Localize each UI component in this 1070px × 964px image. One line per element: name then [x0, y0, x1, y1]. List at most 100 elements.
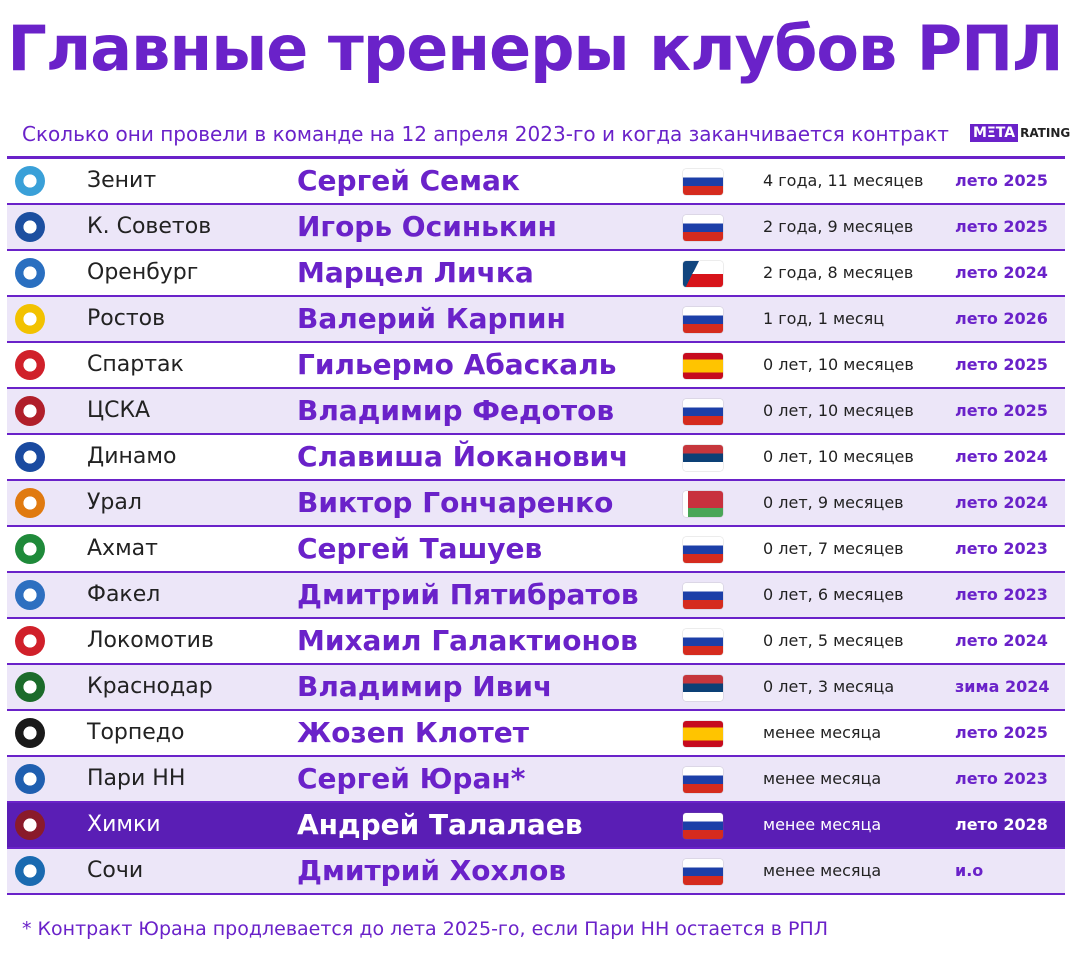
coach-name: Дмитрий Пятибратов [297, 578, 639, 611]
table-row: Ростов Валерий Карпин 1 год, 1 месяц лето 2… [7, 297, 1065, 343]
contract-end: лето 2023 [955, 769, 1048, 788]
club-name: Динамо [87, 444, 177, 469]
table-row: Сочи Дмитрий Хохлов менее месяца и.о [7, 849, 1065, 895]
club-logo [15, 626, 45, 656]
coach-name: Владимир Федотов [297, 394, 615, 427]
contract-end: лето 2025 [955, 171, 1048, 190]
club-name: К. Советов [87, 214, 212, 239]
club-name: Ахмат [87, 536, 158, 561]
club-logo [15, 166, 45, 196]
table-row: Химки Андрей Талалаев менее месяца лето 202… [7, 803, 1065, 849]
club-name: Спартак [87, 352, 184, 377]
country-flag [683, 261, 723, 287]
contract-end: лето 2024 [955, 493, 1048, 512]
club-name: Торпедо [87, 720, 185, 745]
coach-name: Игорь Осинькин [297, 210, 557, 243]
contract-end: лето 2026 [955, 309, 1048, 328]
table-row: Факел Дмитрий Пятибратов 0 лет, 6 месяцев л… [7, 573, 1065, 619]
club-logo [15, 672, 45, 702]
table-row: Пари НН Сергей Юран* менее месяца лето 2023 [7, 757, 1065, 803]
coach-name: Андрей Талалаев [297, 808, 583, 841]
table-row: ЦСКА Владимир Федотов 0 лет, 10 месяцев лет… [7, 389, 1065, 435]
tenure: 0 лет, 10 месяцев [763, 447, 914, 466]
brand-logo: MΞTA RATINGS [970, 124, 1070, 142]
coach-name: Виктор Гончаренко [297, 486, 614, 519]
club-logo [15, 764, 45, 794]
table-row: Зенит Сергей Семак 4 года, 11 месяцев лето … [7, 159, 1065, 205]
club-name: Урал [87, 490, 142, 515]
club-name: Сочи [87, 858, 144, 883]
contract-end: лето 2025 [955, 401, 1048, 420]
club-name: Локомотив [87, 628, 214, 653]
club-logo [15, 718, 45, 748]
table-row: Динамо Славиша Йоканович 0 лет, 10 месяцев… [7, 435, 1065, 481]
club-name: Факел [87, 582, 161, 607]
club-name: Краснодар [87, 674, 213, 699]
coach-name: Жозеп Клотет [297, 716, 529, 749]
club-logo [15, 396, 45, 426]
country-flag [683, 169, 723, 195]
club-logo [15, 212, 45, 242]
club-name: Ростов [87, 306, 166, 331]
tenure: 0 лет, 5 месяцев [763, 631, 904, 650]
table-row: Торпедо Жозеп Клотет менее месяца лето 2025 [7, 711, 1065, 757]
club-logo [15, 810, 45, 840]
coach-name: Сергей Ташуев [297, 532, 543, 565]
contract-end: и.о [955, 861, 984, 880]
contract-end: лето 2025 [955, 217, 1048, 236]
table-row: Краснодар Владимир Ивич 0 лет, 3 месяца зим… [7, 665, 1065, 711]
country-flag [683, 537, 723, 563]
table: Зенит Сергей Семак 4 года, 11 месяцев лето … [7, 156, 1065, 895]
club-logo [15, 350, 45, 380]
country-flag [683, 307, 723, 333]
contract-end: лето 2025 [955, 355, 1048, 374]
country-flag [683, 675, 723, 701]
tenure: менее месяца [763, 815, 882, 834]
club-logo [15, 488, 45, 518]
country-flag [683, 445, 723, 471]
club-logo [15, 304, 45, 334]
contract-end: лето 2023 [955, 585, 1048, 604]
table-row: Спартак Гильермо Абаскаль 0 лет, 10 месяце… [7, 343, 1065, 389]
country-flag [683, 767, 723, 793]
table-row: Локомотив Михаил Галактионов 0 лет, 5 меся… [7, 619, 1065, 665]
club-name: ЦСКА [87, 398, 151, 423]
subtitle: Сколько они провели в команде на 12 апре… [22, 122, 949, 146]
table-row: Оренбург Марцел Личка 2 года, 8 месяцев лет… [7, 251, 1065, 297]
country-flag [683, 491, 723, 517]
coach-name: Сергей Семак [297, 164, 520, 197]
contract-end: зима 2024 [955, 677, 1050, 696]
footnote: * Контракт Юрана продлевается до лета 20… [22, 918, 829, 940]
tenure: 1 год, 1 месяц [763, 309, 885, 328]
club-logo [15, 580, 45, 610]
tenure: менее месяца [763, 769, 882, 788]
club-logo [15, 258, 45, 288]
tenure: 2 года, 9 месяцев [763, 217, 914, 236]
tenure: 2 года, 8 месяцев [763, 263, 914, 282]
contract-end: лето 2024 [955, 447, 1048, 466]
country-flag [683, 583, 723, 609]
tenure: менее месяца [763, 723, 882, 742]
tenure: 0 лет, 9 месяцев [763, 493, 904, 512]
club-logo [15, 534, 45, 564]
club-logo [15, 856, 45, 886]
country-flag [683, 399, 723, 425]
country-flag [683, 215, 723, 241]
tenure: 4 года, 11 месяцев [763, 171, 924, 190]
coach-name: Марцел Личка [297, 256, 534, 289]
tenure: 0 лет, 10 месяцев [763, 355, 914, 374]
club-name: Зенит [87, 168, 157, 193]
contract-end: лето 2024 [955, 631, 1048, 650]
coach-name: Сергей Юран* [297, 762, 526, 795]
club-name: Пари НН [87, 766, 186, 791]
coach-name: Гильермо Абаскаль [297, 348, 617, 381]
coach-name: Валерий Карпин [297, 302, 566, 335]
tenure: 0 лет, 7 месяцев [763, 539, 904, 558]
tenure: 0 лет, 6 месяцев [763, 585, 904, 604]
contract-end: лето 2023 [955, 539, 1048, 558]
country-flag [683, 353, 723, 379]
tenure: 0 лет, 3 месяца [763, 677, 895, 696]
title: Главные тренеры клубов РПЛ [7, 12, 1063, 85]
tenure: менее месяца [763, 861, 882, 880]
